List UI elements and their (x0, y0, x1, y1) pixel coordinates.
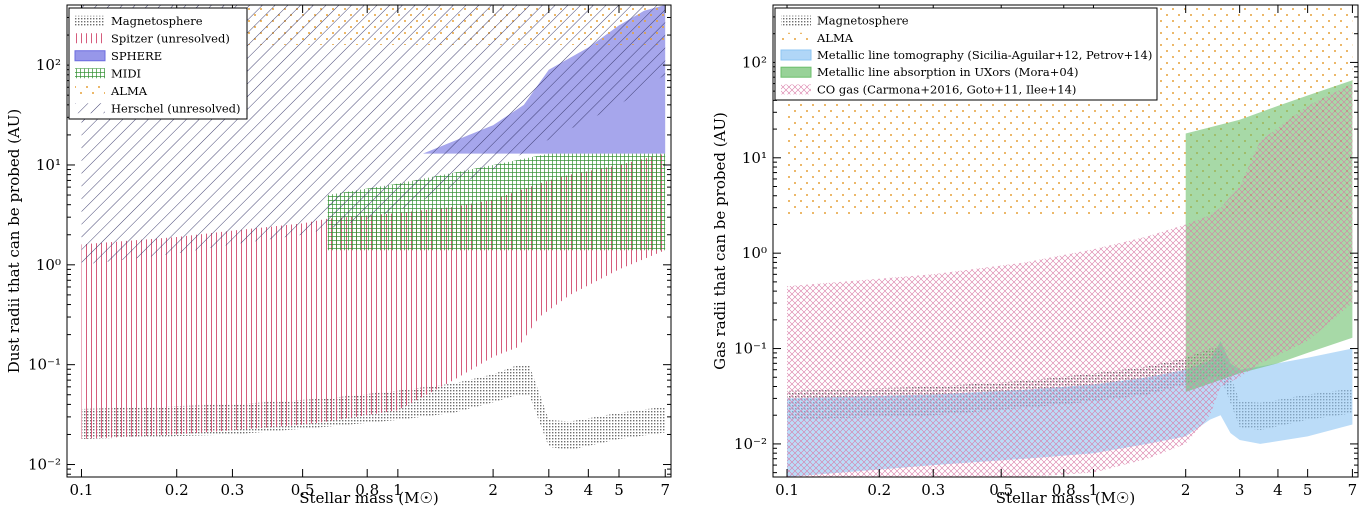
x-tick-label: 7 (1348, 481, 1358, 499)
legend-label-metallic-line-absorption-in-uxors-mora-04: Metallic line absorption in UXors (Mora+… (817, 65, 1079, 79)
legend-box (68, 7, 248, 120)
x-tick-label: 0.1 (70, 481, 94, 499)
legend-label-metallic-line-tomography-sicilia-aguilar-12-petrov-14: Metallic line tomography (Sicilia-Aguila… (817, 48, 1152, 62)
legend-label-magnetosphere: Magnetosphere (111, 14, 203, 28)
legend: Magnetosphere Spitzer (unresolved) SPHERE M… (68, 7, 248, 120)
y-tick-label: 10¹ (742, 149, 767, 167)
x-axis-title: Stellar mass (M☉) (996, 489, 1136, 507)
axes-frame (772, 4, 1359, 478)
legend-label-sphere: SPHERE (111, 49, 162, 63)
x-tick-label: 3 (544, 481, 554, 499)
y-tick-label: 10² (36, 56, 61, 74)
x-tick-label: 0.1 (775, 481, 799, 499)
axes-frame (66, 4, 672, 478)
legend-swatch-alma (781, 32, 811, 43)
legend-swatch-alma (75, 85, 105, 96)
x-tick-label: 4 (584, 481, 594, 499)
y-tick-label: 10⁻² (28, 456, 61, 474)
legend-box (774, 7, 1158, 101)
x-tick-label: 2 (488, 481, 498, 499)
legend-label-alma: ALMA (816, 31, 854, 45)
x-tick-label: 3 (1235, 481, 1245, 499)
y-tick-label: 10¹ (36, 156, 61, 174)
legend-swatch-sphere (74, 50, 106, 62)
x-tick-label: 5 (614, 481, 624, 499)
y-axis-title: Dust radii that can be probed (AU) (5, 109, 23, 374)
y-tick-label: 10⁻¹ (28, 356, 61, 374)
legend-swatch-midi (75, 68, 105, 79)
x-tick-label: 0.5 (291, 481, 315, 499)
y-tick-label: 10⁰ (36, 256, 61, 274)
region-co-gas-carmona-2016-goto-11-ilee-14 (787, 83, 1353, 477)
legend-swatch-metallic-line-absorption-in-uxors-mora-04 (780, 66, 812, 78)
x-tick-label: 7 (660, 481, 670, 499)
legend-swatch-magnetosphere (781, 15, 811, 26)
regions (787, 5, 1353, 477)
legend-label-co-gas-carmona-2016-goto-11-ilee-14: CO gas (Carmona+2016, Goto+11, Ilee+14) (817, 82, 1076, 96)
legend-swatch-metallic-line-tomography-sicilia-aguilar-12-petrov-14 (780, 49, 812, 61)
y-tick-label: 10⁻² (734, 435, 767, 453)
x-tick-label: 0.8 (355, 481, 379, 499)
x-tick-label: 0.2 (165, 481, 189, 499)
y-axis-title: Gas radii that can be probed (AU) (711, 112, 729, 370)
x-tick-label: 2 (1181, 481, 1191, 499)
legend-label-midi: MIDI (111, 66, 141, 80)
x-tick-label: 4 (1273, 481, 1283, 499)
x-tick-label: 0.3 (221, 481, 245, 499)
x-tick-label: 0.5 (989, 481, 1013, 499)
x-tick-label: 1 (393, 481, 403, 499)
y-tick-label: 10⁰ (742, 244, 767, 262)
x-tick-label: 0.2 (867, 481, 891, 499)
dust-radii-panel: 0.1 0.2 0.3 0.5 0.8 1 2 3 4 5 7 10⁻² 10⁻¹ 10⁰ 10¹ 10² St… (5, 4, 672, 507)
x-tick-label: 1 (1089, 481, 1099, 499)
y-tick-label: 10² (742, 53, 767, 71)
legend-swatch-spitzer-unresolved (75, 33, 105, 44)
legend-label-alma: ALMA (110, 84, 148, 98)
legend-label-herschel-unresolved: Herschel (unresolved) (111, 101, 240, 115)
region-midi (327, 153, 666, 251)
legend-label-spitzer-unresolved: Spitzer (unresolved) (111, 31, 230, 45)
legend-swatch-magnetosphere (75, 15, 105, 26)
x-tick-label: 0.3 (921, 481, 945, 499)
x-tick-label: 0.8 (1052, 481, 1076, 499)
legend-swatch-co-gas-carmona-2016-goto-11-ilee-14 (781, 84, 811, 95)
legend-label-magnetosphere: Magnetosphere (817, 14, 909, 28)
x-axis-title: Stellar mass (M☉) (299, 489, 439, 507)
legend-swatch-herschel-unresolved (75, 103, 105, 114)
y-tick-label: 10⁻¹ (734, 340, 767, 358)
gas-radii-panel: 0.1 0.2 0.3 0.5 0.8 1 2 3 4 5 7 10⁻² 10⁻¹ 10⁰ 10¹ 10² St… (711, 4, 1359, 507)
legend: Magnetosphere ALMA Metallic line tomograph… (774, 7, 1158, 101)
x-tick-label: 5 (1303, 481, 1313, 499)
